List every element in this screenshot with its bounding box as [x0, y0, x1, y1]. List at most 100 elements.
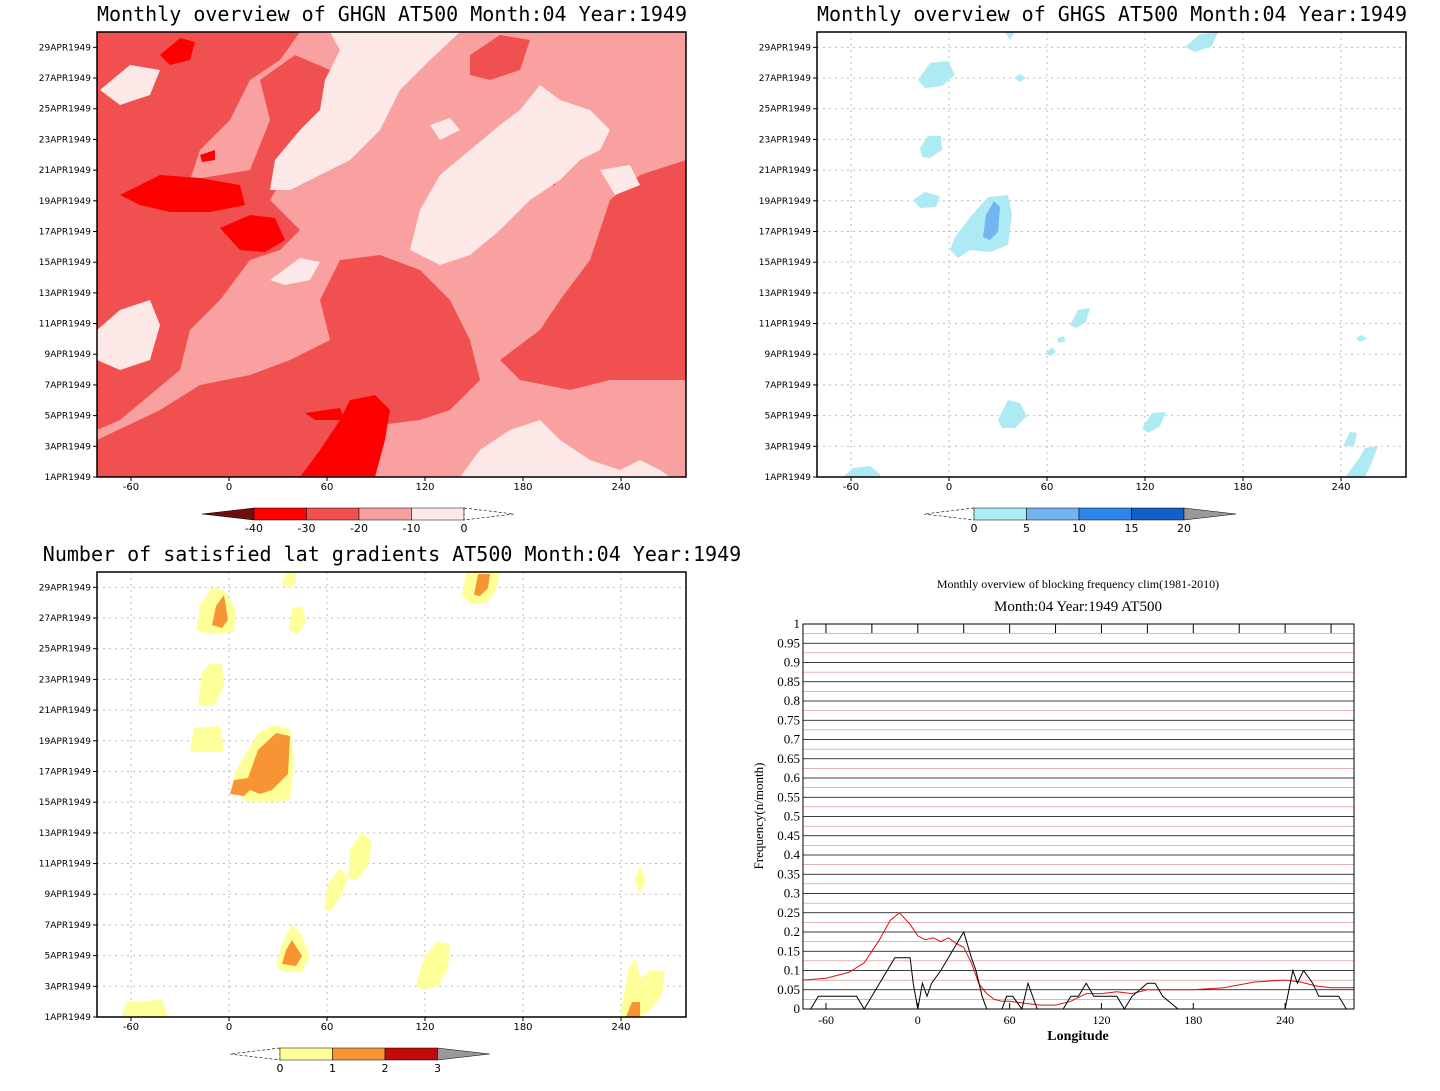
gradients-contour-yellow	[190, 726, 224, 752]
y-tick-label: 23APR1949	[39, 675, 91, 685]
gradients-contour-yellow	[324, 868, 348, 912]
gradients-contour-orange	[212, 595, 228, 628]
gradients-title: Number of satisfied lat gradients AT500 …	[43, 542, 741, 566]
ghgs-contour-light	[1014, 74, 1026, 82]
y-tick-label: 3APR1949	[45, 982, 92, 992]
ghgn-contour-light	[100, 65, 160, 105]
y-tick-label: 0.9	[784, 655, 800, 670]
gradients-contour-yellow	[289, 606, 306, 634]
ghgs-contour-light	[1005, 32, 1015, 40]
colorbar-segment	[253, 507, 307, 521]
y-tick-label: 0.45	[777, 828, 800, 843]
ghgs-contour-light	[1345, 446, 1378, 477]
x-tick-label: 60	[1041, 482, 1054, 493]
colorbar-label: 0	[971, 522, 978, 535]
y-tick-label: 7APR1949	[45, 921, 92, 931]
colorbar-label: 0	[277, 1062, 284, 1075]
x-tick-label: -60	[818, 1013, 834, 1027]
colorbar-cap	[923, 507, 975, 521]
gradients-grid	[97, 572, 686, 1018]
colorbar-segment	[306, 507, 360, 521]
y-tick-label: 0.5	[784, 809, 800, 824]
ghgn-contour-light	[430, 118, 460, 140]
ghgs-y-ticks: 1APR1949 3APR1949 5APR1949 7APR1949 9APR1949…	[759, 43, 817, 483]
colorbar-label: -10	[403, 522, 421, 535]
y-tick-label: 9APR1949	[765, 350, 812, 360]
ghgs-contour-light	[918, 61, 955, 88]
ghgn-contour-medium	[470, 35, 530, 80]
frequency-subtitle: Month:04 Year:1949 AT500	[994, 599, 1162, 615]
colorbar-label: -30	[298, 522, 316, 535]
y-tick-label: 29APR1949	[39, 43, 91, 53]
ghgs-x-ticks: -60 0 60 120 180 240	[843, 477, 1351, 493]
x-tick-label: 0	[226, 1022, 232, 1033]
ghgn-contour-strong	[300, 395, 390, 477]
x-tick-label: 240	[611, 1022, 630, 1033]
ghgs-contour-light	[913, 192, 940, 208]
y-tick-label: 29APR1949	[759, 43, 811, 53]
y-tick-label: 1APR1949	[45, 473, 92, 483]
colorbar-label: -20	[350, 522, 368, 535]
x-tick-label: 180	[513, 1022, 532, 1033]
climatology-line	[802, 912, 1354, 1006]
gradients-contour-orange	[474, 574, 490, 596]
y-tick-label: 27APR1949	[39, 74, 91, 84]
y-tick-label: 0.3	[784, 886, 800, 901]
y-tick-label: 0.75	[777, 712, 800, 727]
ghgn-panel: Monthly overview of GHGN AT500 Month:04 …	[39, 2, 687, 535]
y-tick-label: 0.25	[777, 905, 800, 920]
ghgs-colorbar: 0 5 10 15 20	[923, 507, 1237, 535]
x-tick-label: 60	[321, 482, 334, 493]
x-tick-label: 120	[415, 482, 434, 493]
ghgs-contour-light	[1142, 412, 1166, 433]
gradients-field	[122, 572, 665, 1017]
y-tick-label: 7APR1949	[45, 381, 92, 391]
x-tick-label: 180	[1184, 1013, 1202, 1027]
frequency-x-axis-label: Longitude	[1047, 1029, 1108, 1044]
y-tick-label: 0.15	[777, 943, 800, 958]
y-tick-label: 23APR1949	[759, 135, 811, 145]
y-tick-label: 0.05	[777, 982, 800, 997]
gradients-contour-yellow	[634, 866, 646, 894]
colorbar-label: 10	[1072, 522, 1086, 535]
colorbar-segment	[1078, 507, 1132, 521]
x-tick-label: 0	[946, 482, 952, 493]
y-tick-label: 1APR1949	[45, 1013, 92, 1023]
y-tick-label: 0.6	[784, 770, 801, 785]
colorbar-label: -40	[245, 522, 263, 535]
gradients-frame	[96, 571, 687, 1018]
y-tick-label: 0.65	[777, 751, 800, 766]
y-tick-label: 15APR1949	[39, 798, 91, 808]
y-tick-label: 5APR1949	[45, 412, 92, 422]
y-tick-label: 13APR1949	[759, 289, 811, 299]
y-tick-label: 0.4	[784, 847, 801, 862]
gradients-contour-yellow	[122, 1000, 168, 1017]
colorbar-label: 5	[1023, 522, 1030, 535]
colorbar-segment	[973, 507, 1027, 521]
colorbar-label: 0	[461, 522, 468, 535]
x-tick-label: 60	[1004, 1013, 1016, 1027]
y-tick-label: 21APR1949	[39, 166, 91, 176]
x-tick-label: 0	[226, 482, 232, 493]
x-tick-label: 120	[415, 1022, 434, 1033]
y-tick-label: 11APR1949	[759, 320, 811, 330]
ghgn-contour-light	[270, 258, 320, 285]
colorbar-segment	[332, 1047, 386, 1061]
ghgs-panel: Monthly overview of GHGS AT500 Month:04 …	[759, 2, 1407, 535]
ghgn-contour-strong	[220, 215, 285, 252]
y-tick-label: 0.85	[777, 674, 800, 689]
ghgn-colorbar: -40 -30 -20 -10 0	[201, 507, 515, 535]
colorbar-segment	[358, 507, 412, 521]
gradients-contour-yellow	[348, 832, 372, 880]
y-tick-label: 0.35	[777, 866, 800, 881]
y-tick-label: 11APR1949	[39, 860, 91, 870]
ghgs-contour-light	[1343, 432, 1357, 446]
x-tick-label: 120	[1092, 1013, 1110, 1027]
ghgs-grid	[817, 32, 1406, 478]
ghgs-contour-light	[1185, 32, 1218, 52]
x-tick-label: -60	[123, 1022, 139, 1033]
colorbar-segment	[279, 1047, 333, 1061]
y-tick-label: 11APR1949	[39, 320, 91, 330]
frequency-panel: Monthly overview of blocking frequency c…	[751, 577, 1355, 1044]
ghgn-frame	[96, 31, 687, 478]
